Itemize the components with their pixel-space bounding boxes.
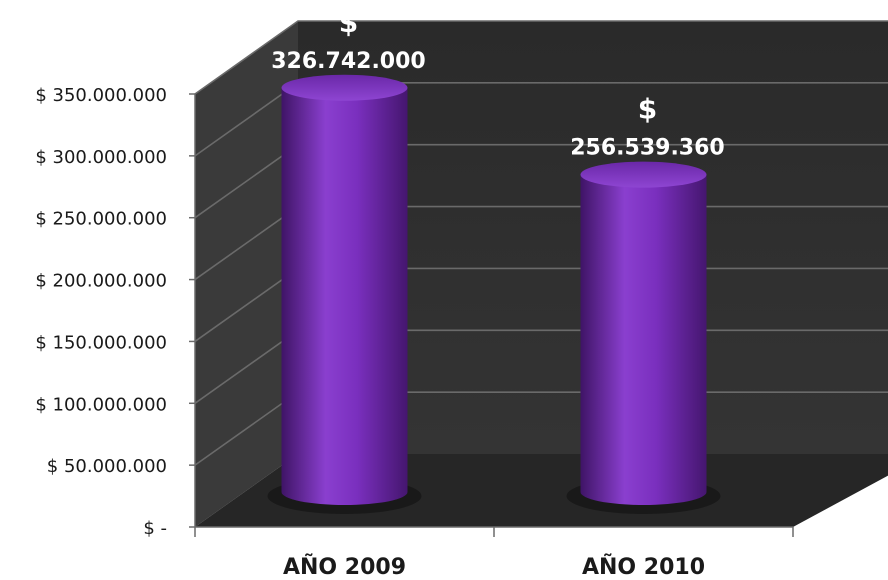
bar (267, 74, 422, 514)
gridline (194, 20, 888, 95)
y-tick-label: $ 350.000.000 (35, 85, 167, 106)
data-label-currency: $ (638, 93, 657, 126)
labels: $326.742.000 AÑO 2009 $256.539.360 AÑO 2010 (271, 6, 724, 580)
y-tick-label: $ - (143, 518, 167, 539)
y-tick-label: $ 50.000.000 (47, 456, 167, 477)
y-tick-label: $ 250.000.000 (35, 209, 167, 230)
data-label-value: 256.539.360 (570, 136, 724, 161)
y-tick-label: $ 300.000.000 (35, 147, 167, 168)
data-label-currency: $ (339, 6, 358, 39)
x-category-label: AÑO 2009 (283, 554, 406, 580)
bar-top (580, 161, 707, 188)
bar-body (580, 174, 707, 506)
y-tick-label: $ 200.000.000 (35, 271, 167, 292)
side-wall (195, 21, 298, 527)
bar-body (281, 87, 408, 506)
bar (566, 161, 721, 514)
y-tick-label: $ 100.000.000 (35, 394, 167, 415)
data-label-value: 326.742.000 (271, 49, 425, 74)
bar-top (281, 74, 408, 101)
x-category-label: AÑO 2010 (582, 554, 705, 580)
axes: $ - $ 50.000.000 $ 100.000.000 $ 150.000.00… (35, 85, 794, 539)
y-tick-label: $ 150.000.000 (35, 332, 167, 353)
bars (267, 74, 721, 514)
